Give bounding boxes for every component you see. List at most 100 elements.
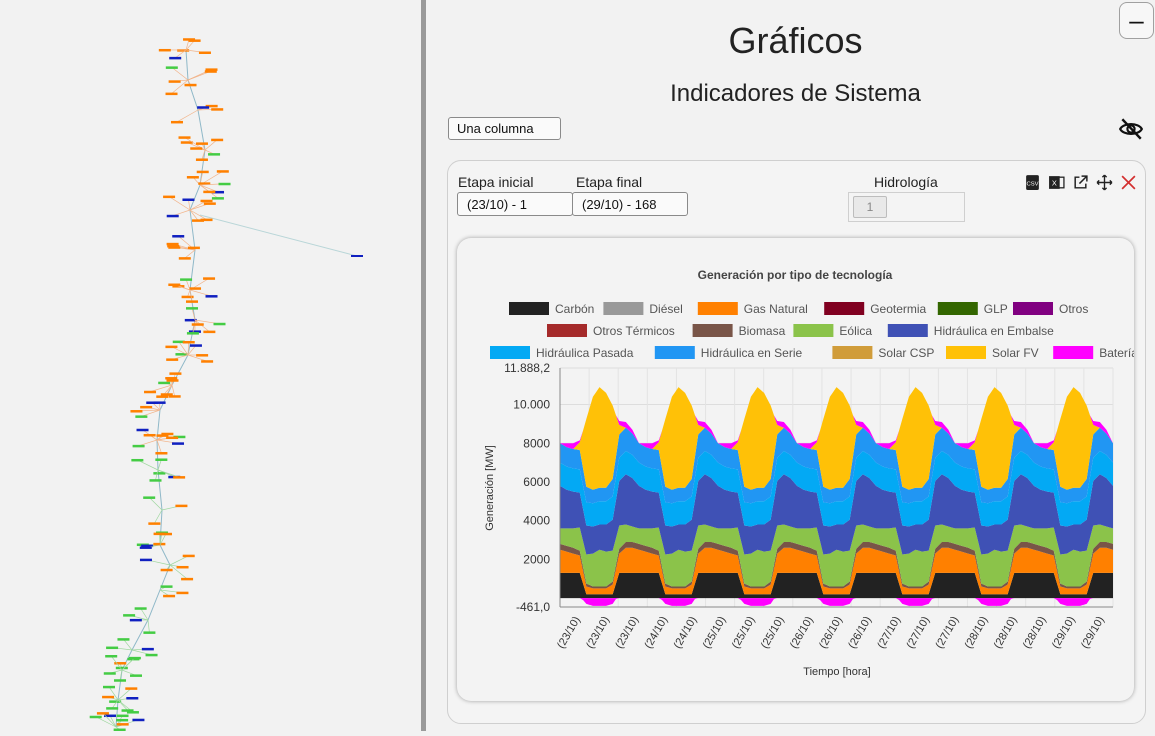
- legend-item[interactable]: Otros: [1013, 302, 1088, 316]
- close-icon[interactable]: [1120, 174, 1137, 191]
- network-node[interactable]: [171, 121, 183, 124]
- legend-item[interactable]: Hidráulica en Embalse: [888, 324, 1054, 338]
- network-node[interactable]: [205, 70, 217, 73]
- network-node[interactable]: [196, 158, 208, 161]
- network-node[interactable]: [104, 672, 116, 675]
- legend-item[interactable]: Batería: [1053, 346, 1134, 360]
- legend-item[interactable]: Otros Térmicos: [547, 324, 675, 338]
- network-node[interactable]: [149, 479, 161, 482]
- network-node[interactable]: [208, 153, 220, 156]
- network-node[interactable]: [201, 200, 213, 203]
- network-node[interactable]: [117, 715, 129, 718]
- network-node[interactable]: [166, 358, 178, 361]
- network-map-pane[interactable]: [0, 0, 421, 731]
- network-node[interactable]: [159, 49, 171, 52]
- network-node[interactable]: [103, 686, 115, 689]
- network-node[interactable]: [148, 522, 160, 525]
- network-node[interactable]: [351, 255, 363, 257]
- network-node[interactable]: [189, 287, 201, 290]
- hidrologia-input[interactable]: 1: [853, 196, 887, 218]
- network-node[interactable]: [197, 106, 209, 109]
- network-node[interactable]: [172, 442, 184, 445]
- network-node[interactable]: [179, 136, 191, 139]
- network-node[interactable]: [143, 496, 155, 499]
- network-node[interactable]: [182, 296, 194, 299]
- network-node[interactable]: [169, 395, 181, 398]
- network-node[interactable]: [166, 93, 178, 96]
- network-node[interactable]: [192, 323, 204, 326]
- move-icon[interactable]: [1096, 174, 1113, 191]
- network-node[interactable]: [206, 295, 218, 298]
- network-node[interactable]: [185, 84, 197, 87]
- network-node[interactable]: [117, 638, 129, 641]
- network-node[interactable]: [204, 202, 216, 205]
- network-node[interactable]: [203, 277, 215, 280]
- legend-item[interactable]: GLP: [938, 302, 1008, 316]
- network-node[interactable]: [189, 39, 201, 42]
- network-node[interactable]: [165, 377, 177, 380]
- network-node[interactable]: [169, 372, 181, 375]
- network-node[interactable]: [126, 697, 138, 700]
- network-node[interactable]: [130, 410, 142, 413]
- etapa-final-select[interactable]: (29/10) - 168: [572, 192, 688, 216]
- network-node[interactable]: [168, 246, 180, 249]
- network-node[interactable]: [213, 323, 225, 326]
- network-node[interactable]: [114, 679, 126, 682]
- network-node[interactable]: [177, 566, 189, 569]
- network-node[interactable]: [135, 415, 147, 418]
- network-node[interactable]: [160, 533, 172, 536]
- network-node[interactable]: [117, 723, 129, 726]
- network-node[interactable]: [169, 80, 181, 83]
- network-node[interactable]: [181, 578, 193, 581]
- network-node[interactable]: [197, 171, 209, 174]
- network-node[interactable]: [105, 655, 117, 658]
- network-node[interactable]: [166, 66, 178, 69]
- network-node[interactable]: [165, 346, 177, 349]
- network-node[interactable]: [217, 170, 229, 173]
- legend-item[interactable]: Solar CSP: [832, 346, 934, 360]
- network-node[interactable]: [144, 391, 156, 394]
- network-node[interactable]: [182, 199, 194, 202]
- csv-icon[interactable]: CSV: [1024, 174, 1041, 191]
- network-node[interactable]: [130, 674, 142, 677]
- network-node[interactable]: [158, 382, 170, 385]
- network-node[interactable]: [187, 176, 199, 179]
- network-node[interactable]: [132, 719, 144, 722]
- network-node[interactable]: [155, 452, 167, 455]
- legend-item[interactable]: Gas Natural: [698, 302, 808, 316]
- network-node[interactable]: [125, 687, 137, 690]
- network-node[interactable]: [211, 108, 223, 111]
- network-node[interactable]: [203, 191, 215, 194]
- network-node[interactable]: [196, 142, 208, 145]
- network-node[interactable]: [168, 284, 180, 287]
- network-node[interactable]: [167, 215, 179, 218]
- network-node[interactable]: [183, 555, 195, 558]
- network-node[interactable]: [97, 712, 109, 715]
- network-node[interactable]: [166, 379, 178, 382]
- network-node[interactable]: [153, 472, 165, 475]
- network-node[interactable]: [190, 147, 202, 150]
- network-node[interactable]: [123, 614, 135, 617]
- network-node[interactable]: [196, 354, 208, 357]
- network-node[interactable]: [143, 631, 155, 634]
- network-node[interactable]: [122, 709, 134, 712]
- network-node[interactable]: [146, 654, 158, 657]
- network-node[interactable]: [137, 429, 149, 432]
- network-node[interactable]: [161, 569, 173, 572]
- eye-off-icon[interactable]: [1118, 116, 1144, 142]
- network-node[interactable]: [140, 546, 152, 549]
- network-node[interactable]: [140, 406, 152, 409]
- network-node[interactable]: [163, 595, 175, 598]
- network-node[interactable]: [135, 607, 147, 610]
- network-node[interactable]: [190, 344, 202, 347]
- network-node[interactable]: [130, 619, 142, 622]
- network-node[interactable]: [106, 647, 118, 650]
- network-node[interactable]: [156, 434, 168, 437]
- network-node[interactable]: [219, 183, 231, 186]
- network-node[interactable]: [186, 300, 198, 303]
- popout-icon[interactable]: [1072, 174, 1089, 191]
- network-node[interactable]: [133, 445, 145, 448]
- network-node[interactable]: [199, 52, 211, 55]
- network-node[interactable]: [188, 247, 200, 250]
- network-node[interactable]: [187, 332, 199, 335]
